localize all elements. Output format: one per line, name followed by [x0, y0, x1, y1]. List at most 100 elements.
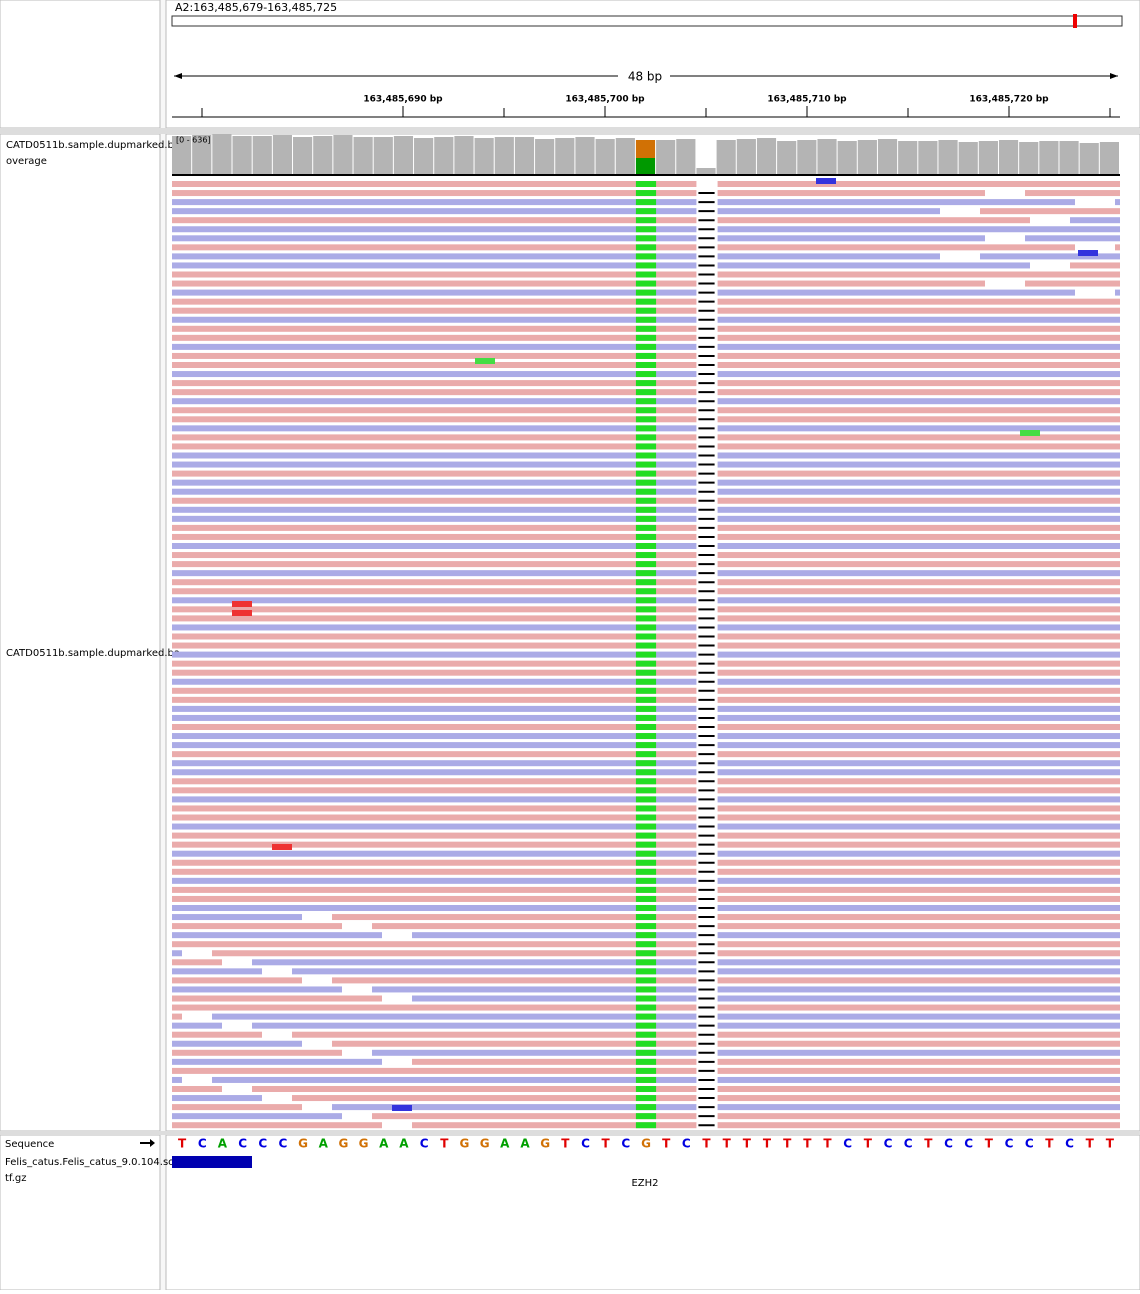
coverage-bar — [474, 138, 494, 174]
base: C — [904, 1137, 913, 1151]
base: C — [682, 1137, 691, 1151]
base: T — [783, 1137, 792, 1151]
read — [372, 923, 1120, 930]
strand-arrow[interactable] — [140, 1139, 155, 1147]
read — [172, 1086, 222, 1092]
read — [172, 244, 1075, 251]
base: T — [763, 1137, 772, 1151]
mismatch — [635, 914, 657, 921]
base: T — [1106, 1137, 1115, 1151]
base: T — [1045, 1137, 1054, 1151]
ruler-tick-label: 163,485,720 bp — [969, 95, 1049, 105]
coverage-bar — [353, 137, 373, 174]
mismatch — [635, 796, 657, 803]
read — [412, 1122, 1120, 1129]
coverage-bar — [817, 139, 837, 174]
mismatch — [635, 724, 657, 730]
mismatch — [635, 1076, 657, 1083]
mismatch — [635, 515, 657, 522]
read — [1025, 235, 1120, 242]
mismatch — [635, 533, 657, 540]
mismatch — [635, 705, 657, 712]
read — [1115, 244, 1120, 251]
mismatch — [635, 696, 657, 703]
locus: A2:163,485,679-163,485,725 — [175, 1, 337, 14]
coverage-bar — [857, 140, 877, 174]
base: G — [339, 1137, 349, 1151]
read — [172, 968, 262, 975]
read — [172, 1122, 382, 1129]
mismatch — [232, 601, 252, 607]
coverage-bar — [898, 141, 918, 174]
base: T — [803, 1137, 812, 1151]
read — [172, 1013, 182, 1020]
coverage-bar — [313, 136, 333, 174]
coverage-bar — [696, 168, 716, 174]
mismatch — [635, 859, 657, 866]
mismatch — [635, 742, 657, 749]
read — [172, 977, 302, 984]
coverage-bar — [635, 140, 656, 158]
read — [1025, 280, 1120, 287]
mismatch — [635, 271, 657, 278]
mismatch — [635, 371, 657, 378]
mismatch — [635, 289, 657, 296]
coverage-bar — [252, 136, 272, 174]
coverage-bar — [192, 135, 212, 174]
coverage-bar — [293, 137, 313, 174]
mismatch — [635, 633, 657, 640]
read — [1115, 199, 1120, 206]
divider — [0, 1131, 1140, 1135]
feature-panel — [165, 1134, 1140, 1291]
mismatch — [635, 1031, 657, 1038]
coverage-bar — [777, 141, 797, 174]
read — [172, 1022, 222, 1029]
mismatch — [635, 298, 657, 305]
mismatch — [635, 1122, 657, 1129]
mismatch — [635, 325, 657, 332]
mismatch — [635, 905, 657, 911]
read — [332, 1104, 1120, 1111]
ruler-tick-label: 163,485,710 bp — [767, 95, 847, 105]
mismatch — [635, 751, 657, 758]
mismatch — [635, 850, 657, 857]
mismatch — [635, 343, 657, 350]
mismatch — [635, 868, 657, 875]
read — [212, 1076, 1120, 1083]
base: C — [621, 1137, 630, 1151]
coverage-bar — [575, 137, 595, 174]
coverage-bar — [1059, 141, 1079, 174]
mismatch — [392, 1105, 412, 1111]
mismatch — [635, 362, 657, 368]
coverage-bar — [393, 136, 414, 174]
mismatch — [635, 588, 657, 595]
mismatch — [635, 407, 657, 414]
read — [172, 959, 222, 966]
coverage-bar — [454, 136, 474, 174]
read — [212, 950, 1120, 957]
mismatch — [635, 678, 657, 685]
mismatch — [635, 733, 657, 740]
coverage-bar — [918, 141, 938, 174]
mismatch — [635, 597, 657, 604]
mismatch — [635, 606, 657, 613]
base: C — [1065, 1137, 1074, 1151]
mismatch — [635, 760, 657, 767]
coverage-bar — [676, 139, 696, 174]
mismatch — [635, 877, 657, 884]
mismatch — [635, 977, 657, 984]
read — [980, 253, 1120, 260]
base: C — [944, 1137, 953, 1151]
mismatch — [635, 1104, 657, 1111]
mismatch — [635, 1086, 657, 1092]
mismatch — [635, 1067, 657, 1074]
mismatch — [635, 1058, 657, 1065]
read — [172, 1040, 302, 1047]
coverage-bar — [272, 135, 293, 174]
mismatch — [635, 524, 657, 531]
mismatch — [635, 398, 657, 405]
mismatch — [1020, 430, 1040, 436]
mismatch — [635, 823, 657, 830]
read — [1070, 262, 1120, 269]
coverage-bar — [656, 140, 676, 174]
